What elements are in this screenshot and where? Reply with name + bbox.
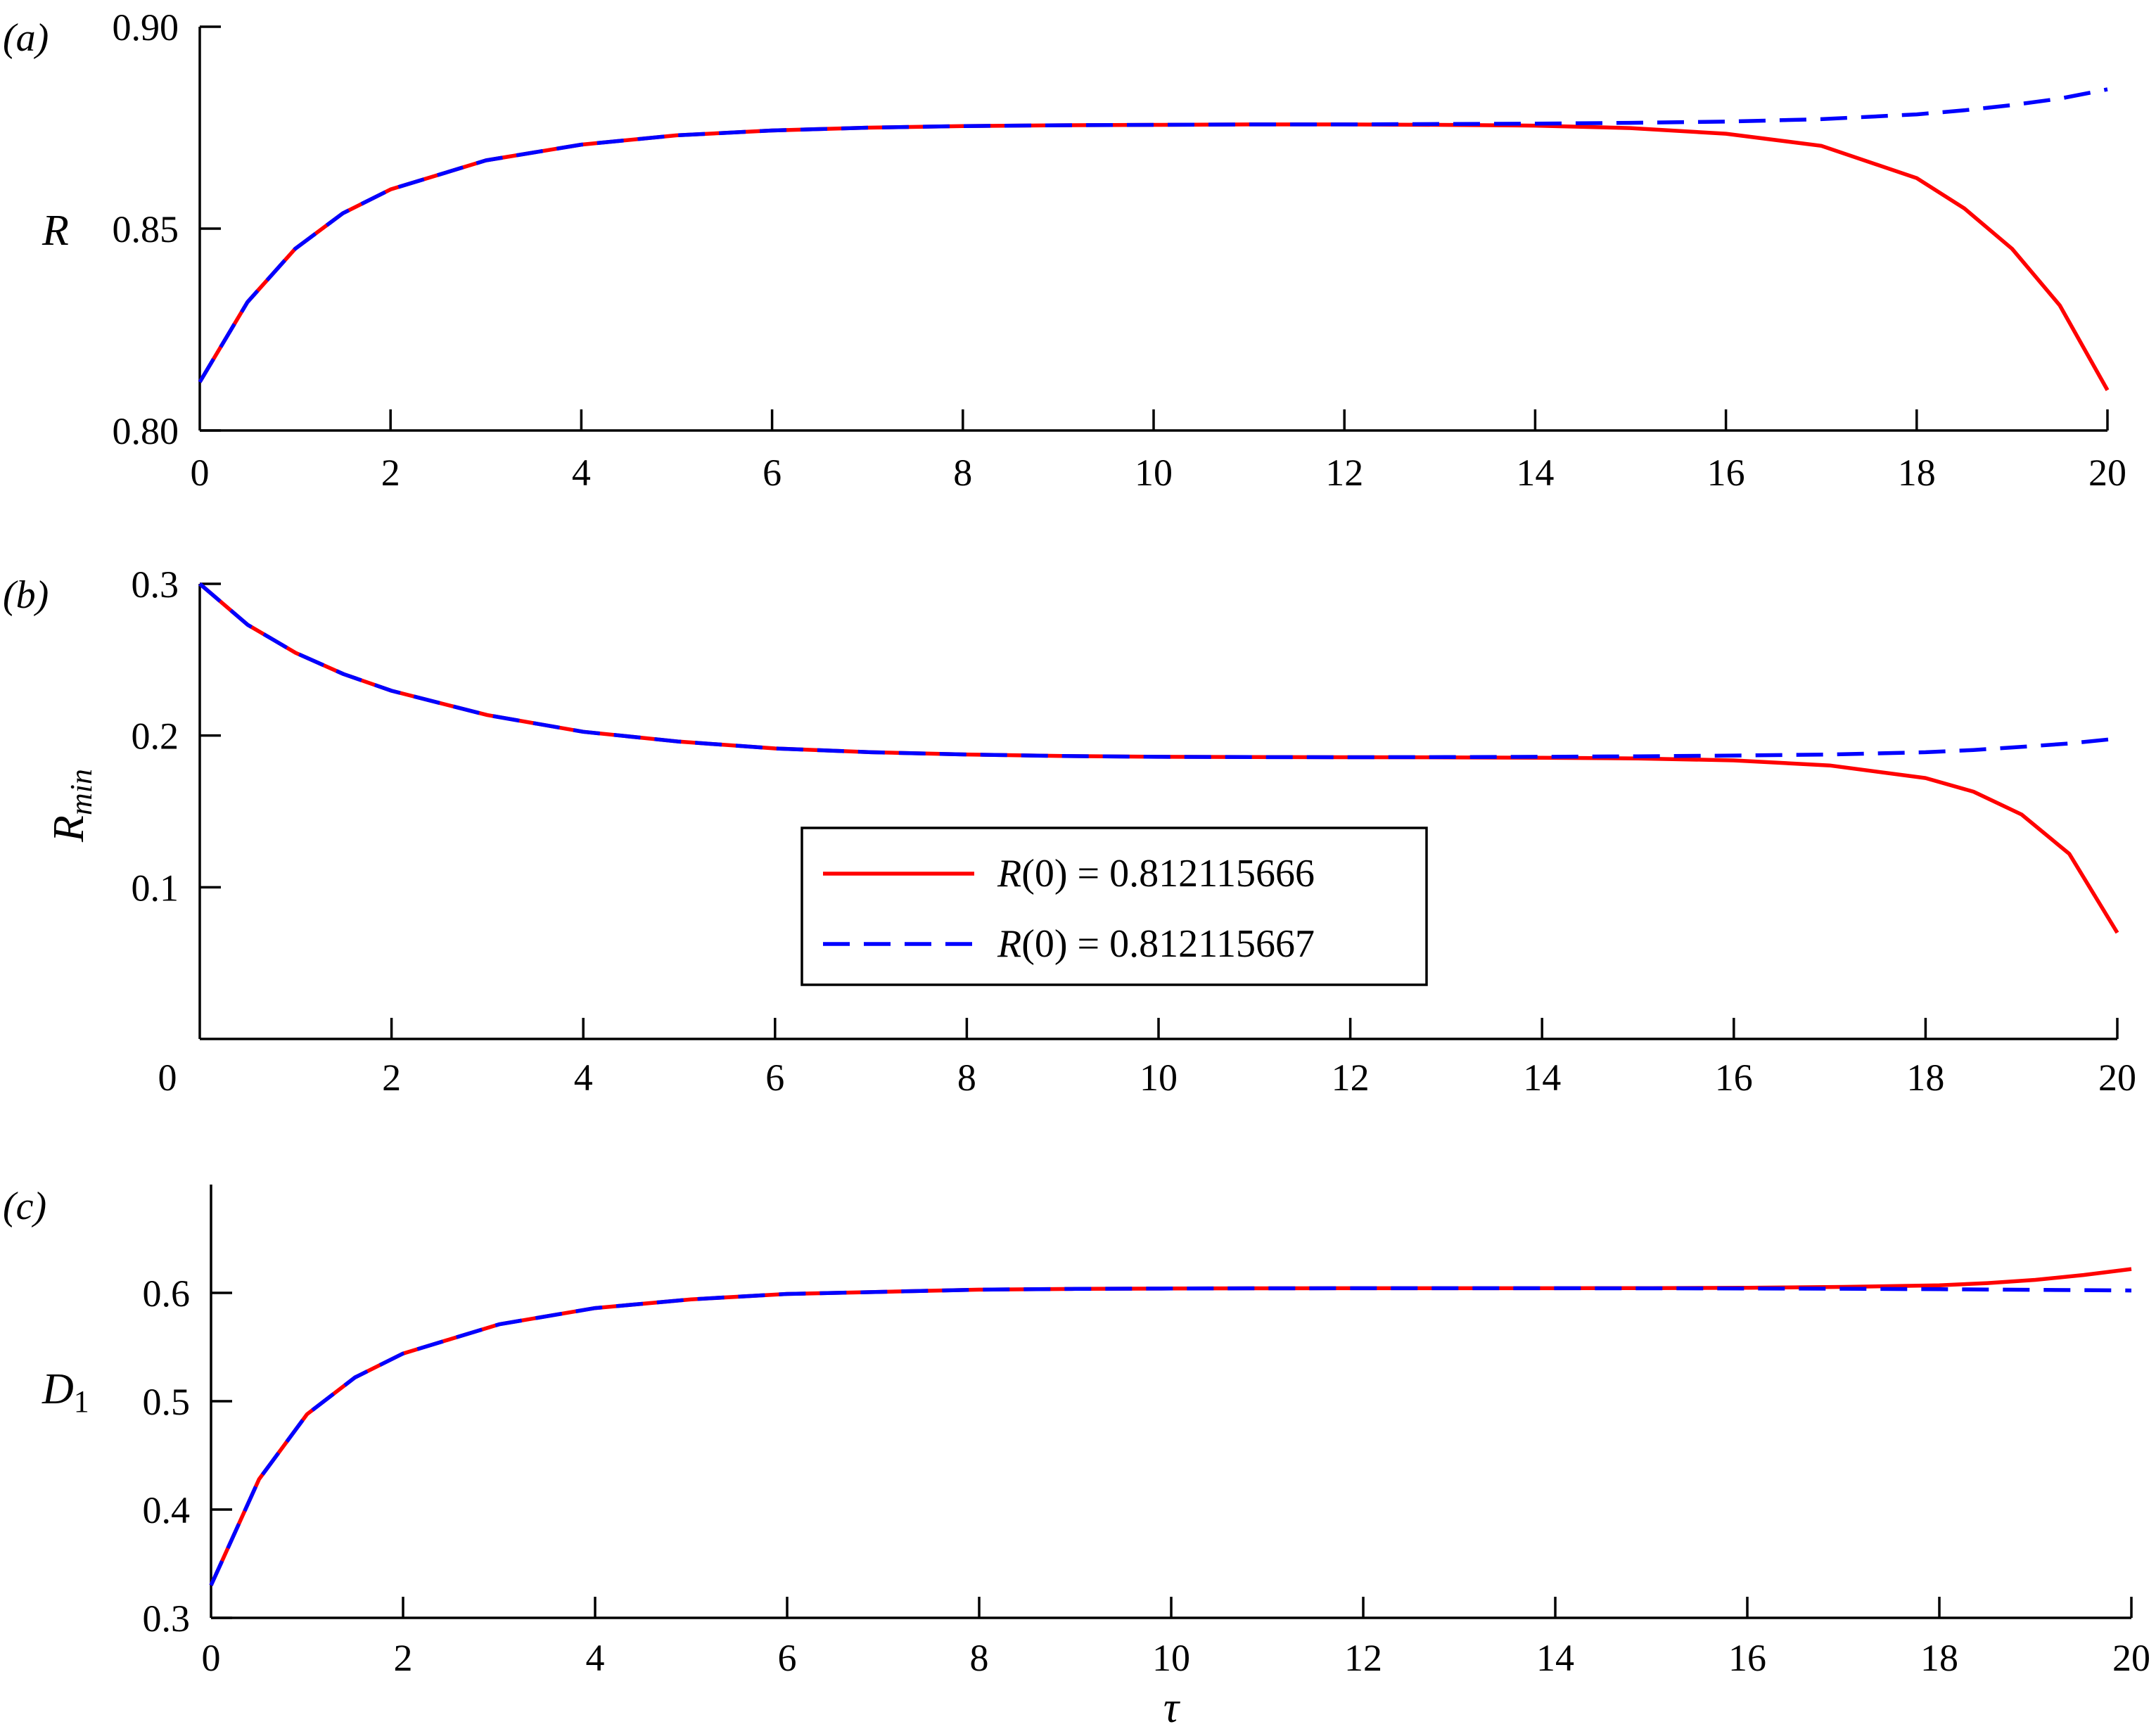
y-tick-label: 0.4 [143, 1489, 191, 1531]
x-tick-label: 0 [158, 1057, 177, 1099]
x-tick-label: 10 [1152, 1637, 1190, 1679]
series-line-2 [198, 87, 2108, 383]
x-tick-label: 18 [1906, 1057, 1944, 1099]
x-tick-label: 20 [2112, 1637, 2150, 1679]
x-tick-label: 12 [1325, 452, 1363, 494]
y-tick-label: 0.5 [143, 1381, 191, 1423]
x-tick-label: 14 [1516, 452, 1554, 494]
y-axis-label: D1 [42, 1365, 89, 1419]
x-tick-label: 8 [957, 1057, 976, 1099]
x-tick-label: 2 [382, 1057, 401, 1099]
y-tick-label: 0.80 [113, 410, 179, 452]
x-tick-label: 16 [1715, 1057, 1753, 1099]
panel-1: 0 2 4 6 8 10 12 14 16 18 20 0.80 0.85 0.90 (a) R [3, 6, 2126, 494]
x-tick-label: 12 [1344, 1637, 1382, 1679]
x-tick-label: 14 [1536, 1637, 1574, 1679]
x-tick-label: 4 [574, 1057, 593, 1099]
x-tick-label: 4 [572, 452, 591, 494]
x-tick-label: 12 [1332, 1057, 1370, 1099]
panel-label: (c) [3, 1185, 46, 1228]
x-tick-label: 0 [191, 452, 210, 494]
x-tick-label: 14 [1523, 1057, 1561, 1099]
legend-entry-label: R(0) = 0.812115666 [997, 852, 1315, 895]
series-line-1 [209, 1267, 2132, 1586]
panel-2: 0 2 4 6 8 10 12 14 16 18 20 0.1 0.2 0.3 (b) Rmin R(0) = … [3, 563, 2136, 1099]
y-tick-label: 0.85 [113, 208, 179, 250]
x-tick-label: 20 [2098, 1057, 2136, 1099]
x-axis-label: τ [1163, 1684, 1181, 1729]
y-tick-label: 0.3 [143, 1597, 191, 1640]
series-line-2 [198, 582, 2118, 760]
y-axis-label: R [42, 207, 69, 255]
x-tick-label: 16 [1707, 452, 1745, 494]
y-axis-label: Rmin [45, 769, 98, 843]
x-tick-label: 6 [778, 1637, 797, 1679]
panel-label: (a) [3, 16, 49, 60]
x-tick-label: 16 [1728, 1637, 1766, 1679]
x-tick-label: 18 [1898, 452, 1936, 494]
x-tick-label: 4 [586, 1637, 605, 1679]
y-tick-label: 0.6 [143, 1272, 191, 1315]
y-tick-label: 0.90 [113, 6, 179, 49]
x-tick-label: 2 [381, 452, 400, 494]
y-tick-label: 0.2 [132, 715, 179, 758]
panel-label: (b) [3, 573, 49, 617]
legend-box [800, 827, 1428, 986]
x-tick-label: 8 [953, 452, 972, 494]
y-tick-label: 0.1 [132, 867, 179, 909]
x-tick-label: 2 [394, 1637, 413, 1679]
series-line-2 [209, 1286, 2132, 1586]
x-tick-label: 10 [1135, 452, 1173, 494]
x-tick-label: 6 [765, 1057, 784, 1099]
x-tick-label: 8 [970, 1637, 989, 1679]
x-tick-label: 18 [1920, 1637, 1958, 1679]
x-tick-label: 10 [1140, 1057, 1178, 1099]
x-tick-label: 6 [763, 452, 782, 494]
x-tick-label: 0 [202, 1637, 221, 1679]
legend-entry-label: R(0) = 0.812115667 [997, 922, 1315, 966]
y-tick-label: 0.3 [132, 563, 179, 606]
x-tick-label: 20 [2088, 452, 2126, 494]
panel-3: 0 2 4 6 8 10 12 14 16 18 20 0.3 0.4 0.5 0.6 (c) D1 τ [3, 1185, 2150, 1729]
legend: R(0) = 0.812115666 R(0) = 0.812115667 [800, 827, 1428, 986]
series-line-1 [198, 122, 2110, 391]
